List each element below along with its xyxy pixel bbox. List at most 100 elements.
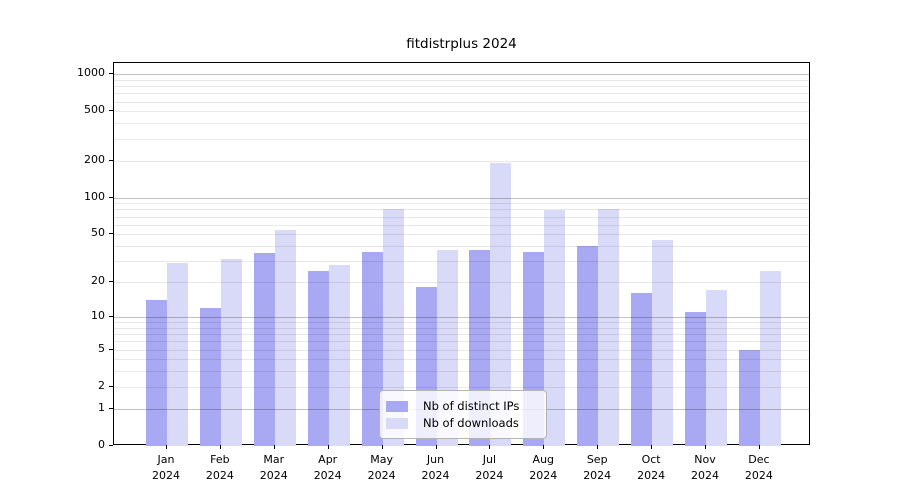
x-tick-label-jun: Jun 2024 [421,453,450,482]
y-tick-mark [109,281,113,283]
bar-downloads-dec [759,270,781,446]
x-tick-mark [543,445,545,449]
minor-gridline [114,216,809,218]
y-tick-mark [109,445,113,446]
y-tick-label: 5 [98,341,105,355]
x-tick-label-nov: Nov 2024 [691,453,719,482]
y-tick-mark [109,348,113,350]
x-tick-mark [327,445,329,449]
bar-distinct-ips-feb [199,307,221,446]
y-tick-label: 0 [98,438,105,451]
x-tick-label-jul: Jul 2024 [475,453,504,482]
bar-downloads-oct [652,239,674,446]
minor-gridline [114,79,809,81]
chart-title: fitdistrplus 2024 [406,36,517,52]
major-gridline [114,74,809,76]
bar-downloads-may [382,209,404,446]
y-tick-mark [109,233,113,235]
minor-gridline [114,349,809,351]
bar-downloads-mar [274,230,296,446]
x-tick-mark [705,445,706,449]
y-tick-mark [109,159,113,161]
y-tick-mark [109,196,113,198]
minor-gridline [114,371,809,373]
x-tick-label-may: May 2024 [367,453,396,482]
bar-distinct-ips-sep [577,246,599,446]
legend-label-downloads: Nb of downloads [423,416,519,430]
major-gridline [114,316,809,318]
bar-distinct-ips-mar [253,253,275,446]
x-tick-mark [758,445,760,449]
plot-area: Nb of distinct IPs Nb of downloads [113,62,810,446]
x-tick-label-jan: Jan 2024 [152,453,180,482]
minor-gridline [114,334,809,336]
x-tick-label-apr: Apr 2024 [313,453,342,482]
minor-gridline [114,359,809,361]
y-tick-label: 20 [91,274,105,288]
legend-item-downloads: Nb of downloads [386,416,540,430]
minor-gridline [114,341,809,343]
minor-gridline [114,386,809,388]
minor-gridline [114,93,809,95]
x-tick-mark [435,445,437,449]
x-tick-mark [219,445,221,449]
y-tick-label: 50 [91,226,105,240]
y-tick-mark [109,315,113,317]
minor-gridline [114,138,809,140]
x-tick-label-oct: Oct 2024 [637,453,666,482]
y-tick-label: 1000 [77,66,105,80]
bar-downloads-feb [220,259,242,446]
minor-gridline [114,261,809,263]
legend-label-distinct-ips: Nb of distinct IPs [423,399,520,413]
minor-gridline [114,246,809,248]
bar-downloads-jul [490,162,512,446]
y-tick-label: 10 [91,308,105,322]
gridlines-layer [114,63,809,444]
y-tick-label: 1 [98,400,105,414]
bar-distinct-ips-dec [738,349,760,446]
y-tick-mark [109,73,113,75]
bar-downloads-apr [328,264,350,446]
minor-gridline [114,224,809,226]
minor-gridline [114,203,809,205]
minor-gridline [114,282,809,284]
x-tick-mark [273,445,275,449]
y-tick-mark [109,407,113,409]
bar-downloads-sep [598,208,620,446]
y-tick-label: 500 [84,103,105,117]
bar-downloads-aug [544,210,566,446]
bar-distinct-ips-apr [307,270,329,446]
y-tick-label: 2 [98,378,105,392]
bar-downloads-jan [167,262,188,446]
y-tick-label: 200 [84,152,105,166]
minor-gridline [114,234,809,236]
legend-item-distinct-ips: Nb of distinct IPs [386,399,540,413]
bar-distinct-ips-jan [146,300,167,446]
bar-distinct-ips-oct [631,293,653,446]
y-tick-mark [109,385,113,387]
minor-gridline [114,322,809,324]
x-tick-label-aug: Aug 2024 [529,453,558,482]
minor-gridline [114,86,809,88]
legend-swatch-downloads [386,417,408,429]
minor-gridline [114,209,809,211]
legend-swatch-distinct-ips [386,400,408,412]
x-tick-label-feb: Feb 2024 [205,453,234,482]
x-tick-mark [166,445,167,449]
x-tick-label-sep: Sep 2024 [583,453,612,482]
bar-distinct-ips-may [361,251,383,446]
major-gridline [114,197,809,199]
x-tick-label-mar: Mar 2024 [259,453,288,482]
bar-distinct-ips-nov [685,312,706,446]
y-tick-mark [109,110,113,112]
minor-gridline [114,327,809,329]
minor-gridline [114,123,809,125]
legend: Nb of distinct IPs Nb of downloads [379,390,547,439]
x-tick-mark [597,445,599,449]
x-tick-mark [489,445,491,449]
bar-downloads-nov [706,290,727,446]
x-tick-mark [381,445,383,449]
minor-gridline [114,111,809,113]
x-tick-mark [651,445,653,449]
